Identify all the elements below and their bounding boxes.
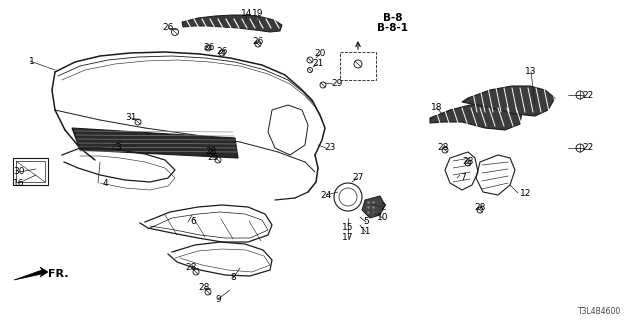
Polygon shape xyxy=(72,128,238,158)
Text: 28: 28 xyxy=(198,284,210,292)
Text: 27: 27 xyxy=(352,173,364,182)
Text: 4: 4 xyxy=(102,179,108,188)
Text: 1: 1 xyxy=(29,57,35,66)
Text: 22: 22 xyxy=(582,91,594,100)
Text: 7: 7 xyxy=(460,173,466,182)
Text: 24: 24 xyxy=(321,190,332,199)
Text: 9: 9 xyxy=(215,294,221,303)
Text: FR.: FR. xyxy=(48,269,68,279)
Text: 30: 30 xyxy=(13,167,25,177)
Text: 28: 28 xyxy=(205,148,217,156)
Text: 28: 28 xyxy=(474,204,486,212)
Text: B-8: B-8 xyxy=(383,13,403,23)
Polygon shape xyxy=(14,267,48,280)
Text: 28: 28 xyxy=(437,143,449,153)
Text: 28: 28 xyxy=(186,263,196,273)
Text: 16: 16 xyxy=(13,179,25,188)
Text: 26: 26 xyxy=(204,44,214,52)
Text: 18: 18 xyxy=(431,103,443,113)
Text: 26: 26 xyxy=(216,47,228,57)
Text: 6: 6 xyxy=(190,218,196,227)
Polygon shape xyxy=(430,103,522,130)
Text: 28: 28 xyxy=(462,157,474,166)
Text: 14: 14 xyxy=(241,10,253,19)
Polygon shape xyxy=(182,15,282,32)
Text: 3: 3 xyxy=(115,143,121,153)
Text: 2: 2 xyxy=(380,203,386,212)
Text: 20: 20 xyxy=(314,50,326,59)
Text: 15: 15 xyxy=(342,223,354,233)
Text: 10: 10 xyxy=(377,213,388,222)
Text: 26: 26 xyxy=(163,23,173,33)
Text: 8: 8 xyxy=(230,274,236,283)
Polygon shape xyxy=(462,86,555,116)
Text: 25: 25 xyxy=(207,154,219,163)
Text: 26: 26 xyxy=(252,37,264,46)
Text: 31: 31 xyxy=(125,114,137,123)
Text: 29: 29 xyxy=(332,79,342,89)
Text: 19: 19 xyxy=(252,10,264,19)
Text: 11: 11 xyxy=(360,228,372,236)
Text: T3L4B4600: T3L4B4600 xyxy=(579,308,621,316)
Polygon shape xyxy=(362,196,385,218)
Text: 23: 23 xyxy=(324,143,336,153)
Bar xyxy=(340,52,376,80)
Text: 12: 12 xyxy=(520,188,532,197)
Text: 5: 5 xyxy=(363,218,369,227)
Text: 13: 13 xyxy=(525,68,537,76)
Text: B-8-1: B-8-1 xyxy=(378,23,408,33)
Text: 17: 17 xyxy=(342,234,354,243)
Text: 22: 22 xyxy=(582,143,594,153)
Text: 21: 21 xyxy=(312,60,324,68)
